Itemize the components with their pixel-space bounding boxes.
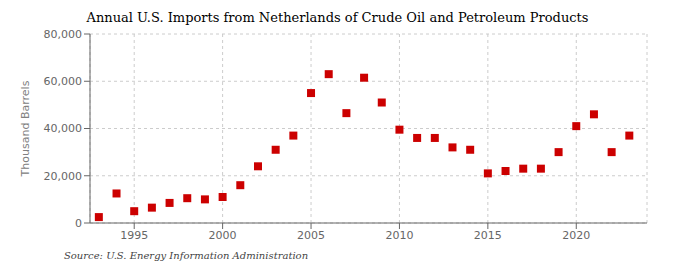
- svg-text:40,000: 40,000: [44, 122, 83, 135]
- svg-text:2020: 2020: [562, 229, 590, 242]
- svg-text:20,000: 20,000: [44, 170, 83, 183]
- svg-text:1995: 1995: [120, 229, 148, 242]
- svg-text:80,000: 80,000: [44, 28, 83, 41]
- svg-text:Thousand Barrels: Thousand Barrels: [19, 80, 32, 177]
- svg-text:2005: 2005: [297, 229, 325, 242]
- svg-text:0: 0: [75, 217, 82, 230]
- html-text:Source: U.S. Energy Informatio: Source: U.S. Energy Information Administ…: [64, 250, 309, 261]
- svg-text:2010: 2010: [385, 229, 413, 242]
- svg-text:60,000: 60,000: [44, 75, 83, 88]
- svg-text:2015: 2015: [474, 229, 502, 242]
- svg-text:2000: 2000: [209, 229, 237, 242]
- html-text:Annual U.S. Imports from Nethe: Annual U.S. Imports from Netherlands of …: [86, 10, 589, 25]
